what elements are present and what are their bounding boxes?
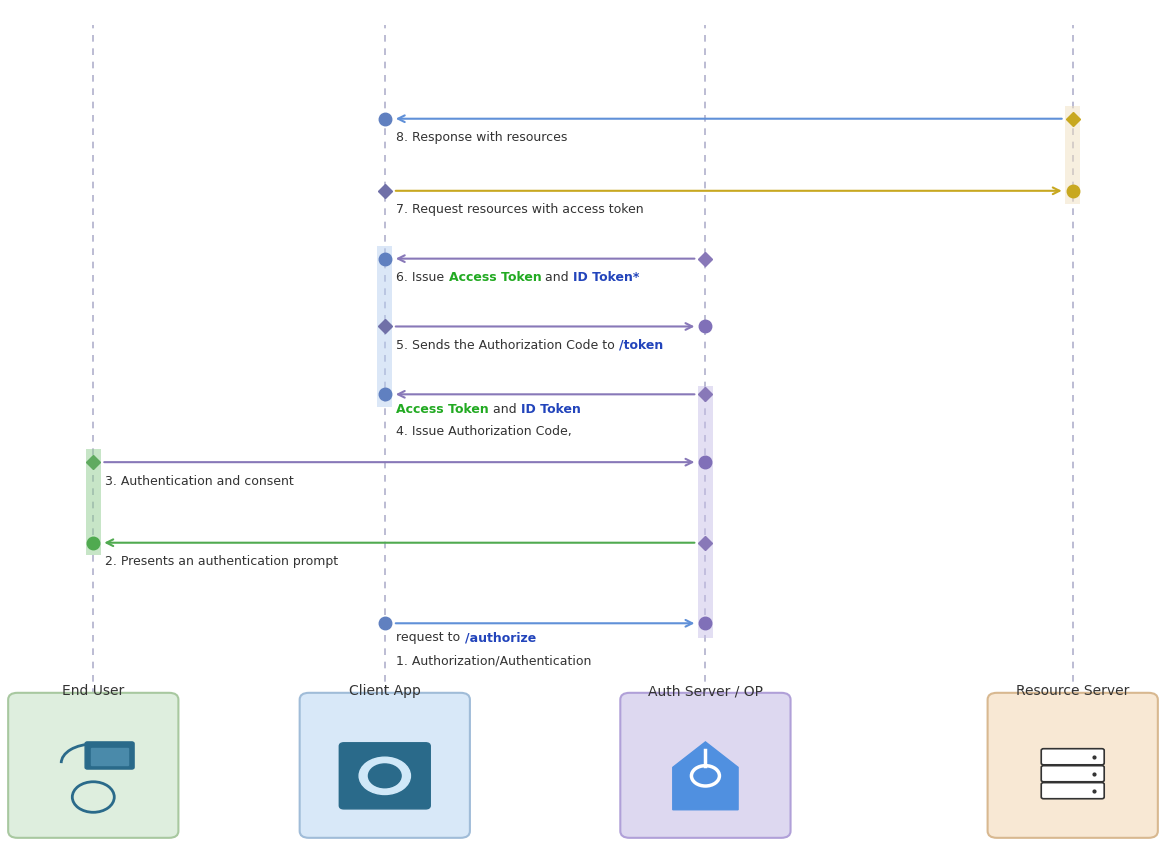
Text: End User: End User xyxy=(62,684,125,699)
Text: /authorize: /authorize xyxy=(464,632,536,644)
Text: and: and xyxy=(490,403,521,416)
Text: Access Token: Access Token xyxy=(449,271,541,284)
Polygon shape xyxy=(673,742,738,810)
Circle shape xyxy=(359,757,410,795)
Text: Resource Server: Resource Server xyxy=(1016,684,1130,699)
Text: ID Token*: ID Token* xyxy=(573,271,639,284)
FancyBboxPatch shape xyxy=(85,742,134,769)
FancyBboxPatch shape xyxy=(300,693,470,838)
FancyBboxPatch shape xyxy=(1041,783,1104,799)
Circle shape xyxy=(368,764,401,788)
Text: 5. Sends the Authorization Code to: 5. Sends the Authorization Code to xyxy=(396,339,619,352)
Text: 1. Authorization/Authentication: 1. Authorization/Authentication xyxy=(396,655,592,667)
Bar xyxy=(1066,106,1080,204)
FancyBboxPatch shape xyxy=(1041,766,1104,782)
Text: ID Token: ID Token xyxy=(521,403,581,416)
Text: 2. Presents an authentication prompt: 2. Presents an authentication prompt xyxy=(105,555,338,568)
Bar xyxy=(86,449,100,555)
FancyBboxPatch shape xyxy=(339,743,430,809)
Text: and: and xyxy=(541,271,573,284)
Text: Auth Server / OP: Auth Server / OP xyxy=(648,684,763,699)
Text: request to: request to xyxy=(396,632,464,644)
FancyBboxPatch shape xyxy=(620,693,791,838)
Text: 7. Request resources with access token: 7. Request resources with access token xyxy=(396,204,644,216)
Text: 6. Issue: 6. Issue xyxy=(396,271,449,284)
Text: 3. Authentication and consent: 3. Authentication and consent xyxy=(105,475,294,488)
Bar xyxy=(378,246,392,407)
Text: Access Token: Access Token xyxy=(396,403,490,416)
Text: Client App: Client App xyxy=(349,684,421,699)
Text: /token: /token xyxy=(619,339,663,352)
FancyBboxPatch shape xyxy=(91,748,128,765)
FancyBboxPatch shape xyxy=(8,693,178,838)
Text: 4. Issue Authorization Code,: 4. Issue Authorization Code, xyxy=(396,426,573,438)
FancyBboxPatch shape xyxy=(1041,749,1104,765)
FancyBboxPatch shape xyxy=(988,693,1158,838)
Text: 8. Response with resources: 8. Response with resources xyxy=(396,131,568,144)
Bar xyxy=(697,386,714,638)
